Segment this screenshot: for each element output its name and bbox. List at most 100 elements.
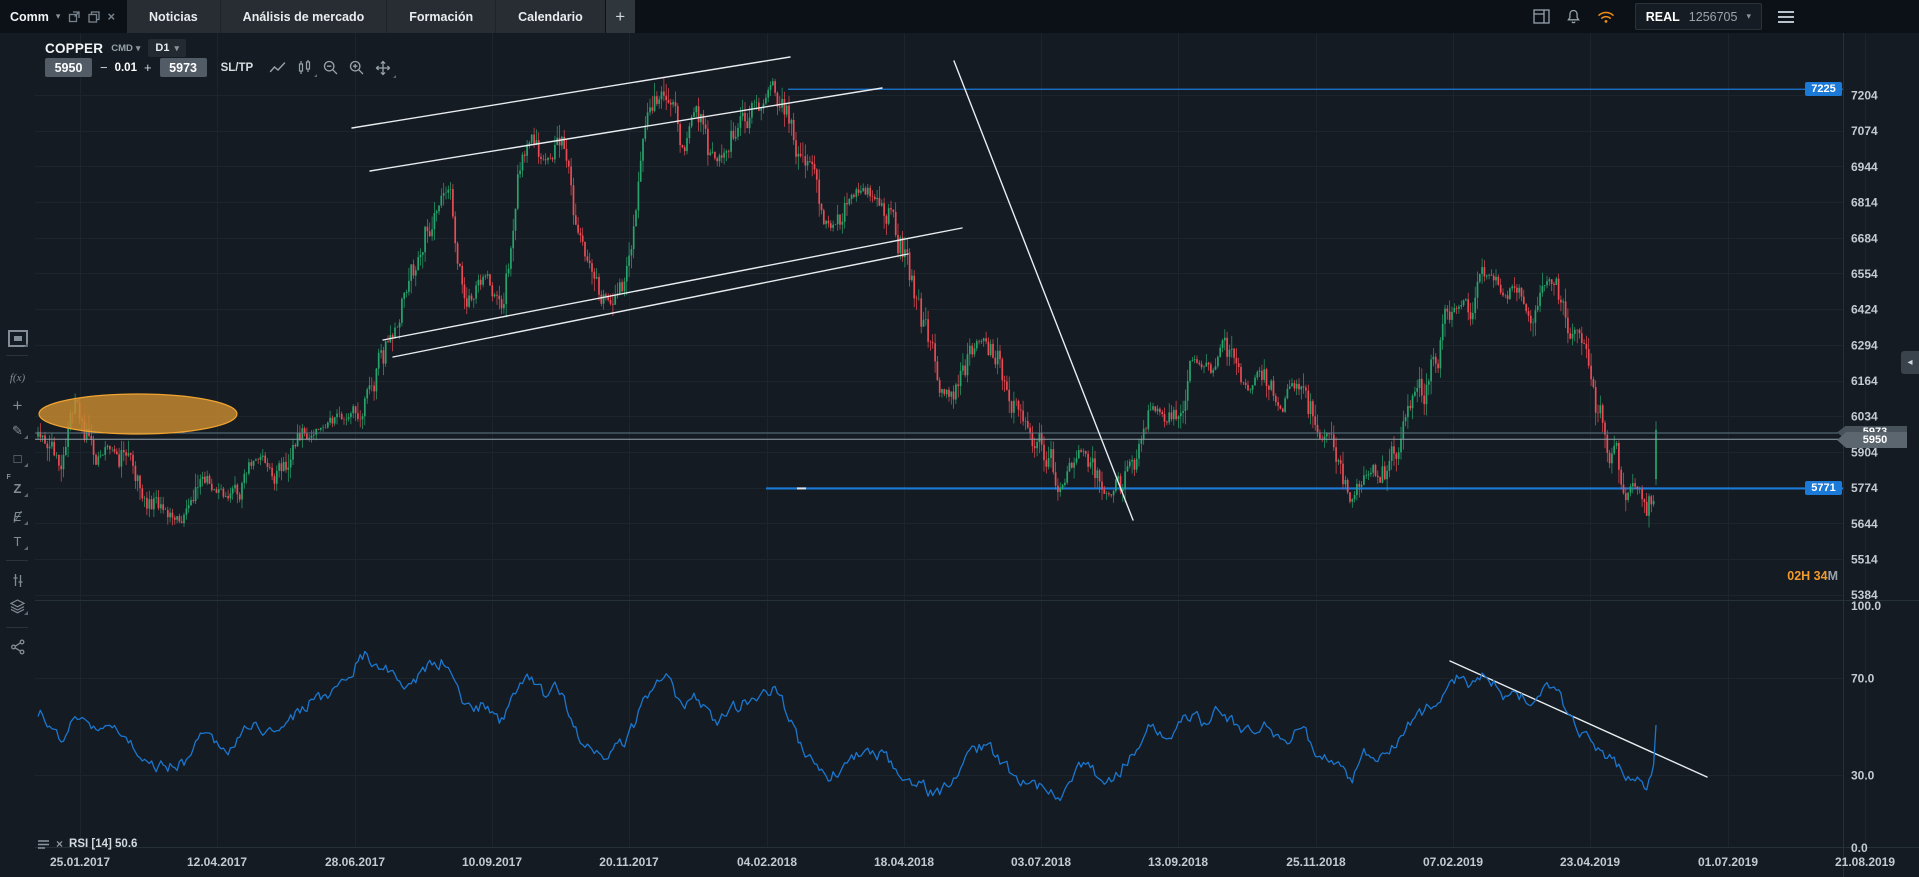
fibonacci-icon: FZ bbox=[14, 481, 22, 496]
line-chart-icon[interactable] bbox=[269, 61, 286, 75]
layers-button[interactable] bbox=[0, 593, 35, 619]
share-button[interactable] bbox=[0, 634, 35, 660]
topbar-spacer bbox=[635, 0, 1533, 33]
decrease-volume-button[interactable]: − bbox=[100, 61, 108, 74]
date-tick-label: 18.04.2018 bbox=[874, 855, 934, 869]
text-tool-button[interactable]: T bbox=[0, 528, 35, 554]
toolbar-divider bbox=[6, 355, 28, 356]
date-tick-label: 21.08.2019 bbox=[1835, 855, 1895, 869]
ray-drag-handle[interactable] bbox=[797, 487, 806, 489]
market-selector[interactable]: CMD ▾ bbox=[111, 43, 140, 54]
elliott-wave-icon: Ɇ bbox=[13, 510, 22, 523]
rsi-tick-label: 100.0 bbox=[1851, 599, 1881, 613]
resistance-level-tag[interactable]: 7225 bbox=[1805, 82, 1842, 96]
topbar-right-controls: REAL 1256705 ▾ bbox=[1533, 0, 1919, 33]
candles-down-bodies bbox=[40, 81, 1651, 523]
price-tick-label: 6034 bbox=[1851, 410, 1878, 424]
close-tab-icon[interactable]: × bbox=[107, 10, 115, 23]
date-tick-label: 01.07.2019 bbox=[1698, 855, 1758, 869]
price-tick-label: 6554 bbox=[1851, 267, 1878, 281]
chart-type-button[interactable] bbox=[0, 567, 35, 593]
indicators-fx-button[interactable]: f(x) bbox=[0, 365, 35, 391]
trendline-tool-button[interactable]: ✎ bbox=[0, 417, 35, 443]
pan-move-icon[interactable] bbox=[375, 60, 391, 76]
main-menu-hamburger-icon[interactable] bbox=[1778, 11, 1794, 23]
indicator-settings-icon[interactable] bbox=[37, 839, 50, 850]
axis-labels: 7204707469446814668465546424629461646034… bbox=[50, 89, 1895, 870]
upper-channel-top[interactable] bbox=[352, 57, 790, 128]
rsi-indicator-legend: × RSI [14] 50.6 bbox=[37, 838, 137, 850]
rsi-tick-label: 0.0 bbox=[1851, 841, 1868, 855]
symbol-name: COPPER bbox=[45, 41, 103, 56]
tab-calendario[interactable]: Calendario bbox=[495, 0, 605, 33]
text-tool-icon: T bbox=[14, 535, 22, 548]
notifications-bell-icon[interactable] bbox=[1566, 9, 1581, 25]
add-tab-button[interactable]: + bbox=[606, 0, 635, 33]
rsi-line bbox=[38, 651, 1656, 800]
candles-up-bodies bbox=[38, 81, 1656, 523]
mid-channel-bottom[interactable] bbox=[393, 254, 908, 357]
tab-analisis-de-mercado[interactable]: Análisis de mercado bbox=[220, 0, 387, 33]
trade-widget: 5950 − 0.01 + 5973 SL/TP bbox=[45, 58, 391, 77]
volume-stepper: − 0.01 + bbox=[100, 61, 152, 74]
drawing-toolbar: f(x) + ✎ □ FZ Ɇ T bbox=[0, 33, 35, 877]
price-tick-label: 6424 bbox=[1851, 303, 1878, 317]
toolbar-divider bbox=[6, 560, 28, 561]
crosshair-add-button[interactable]: + bbox=[0, 392, 35, 418]
zoom-out-icon[interactable] bbox=[323, 60, 338, 75]
account-switcher[interactable]: REAL 1256705 ▾ bbox=[1635, 3, 1762, 30]
increase-volume-button[interactable]: + bbox=[144, 61, 152, 74]
date-tick-label: 04.02.2018 bbox=[737, 855, 797, 869]
price-tick-label: 7074 bbox=[1851, 124, 1878, 138]
xstation-trading-app: { "topbar": { "active_tab": {"label": "C… bbox=[0, 0, 1919, 877]
sidebar-collapse-tab[interactable]: ◂ bbox=[1901, 351, 1919, 374]
top-navigation-bar: Comm ▾ × Noticias Análisis de mercado Fo… bbox=[0, 0, 1919, 33]
timeframe-selector[interactable]: D1 ▾ bbox=[148, 39, 186, 57]
price-tick-label: 5644 bbox=[1851, 517, 1878, 531]
rectangle-tool-button[interactable]: □ bbox=[0, 445, 35, 471]
mid-channel-top[interactable] bbox=[383, 228, 962, 340]
chevron-down-icon: ▾ bbox=[136, 44, 141, 53]
sltp-button[interactable]: SL/TP bbox=[221, 62, 254, 74]
price-tick-label: 6684 bbox=[1851, 231, 1878, 245]
candles-down-wicks bbox=[40, 78, 1651, 525]
date-tick-label: 12.04.2017 bbox=[187, 855, 247, 869]
tab-workspace-comm[interactable]: Comm ▾ × bbox=[0, 0, 127, 33]
account-number: 1256705 bbox=[1689, 10, 1738, 24]
chevron-down-icon: ▾ bbox=[1746, 12, 1751, 21]
candle-sliders-icon bbox=[10, 572, 26, 588]
chart-canvas[interactable]: 7204707469446814668465546424629461646034… bbox=[0, 0, 1919, 877]
support-level-tag[interactable]: 5771 bbox=[1805, 481, 1842, 495]
price-tick-label: 6814 bbox=[1851, 196, 1878, 210]
zoom-in-icon[interactable] bbox=[349, 60, 364, 75]
plus-icon: + bbox=[13, 397, 23, 414]
bid-price-tag: 5950 bbox=[1837, 432, 1907, 448]
date-tick-label: 23.04.2019 bbox=[1560, 855, 1620, 869]
tab-noticias[interactable]: Noticias bbox=[127, 0, 220, 33]
toolbar-divider bbox=[6, 627, 28, 628]
layout-panels-icon[interactable] bbox=[1533, 9, 1550, 24]
fibonacci-tool-button[interactable]: FZ bbox=[0, 475, 35, 501]
volume-value[interactable]: 0.01 bbox=[115, 62, 137, 74]
buy-price-button[interactable]: 5973 bbox=[160, 58, 207, 77]
remove-indicator-icon[interactable]: × bbox=[56, 838, 63, 850]
tab-formacion[interactable]: Formación bbox=[386, 0, 495, 33]
tab-workspace-label: Comm bbox=[10, 10, 49, 24]
duplicate-window-icon[interactable] bbox=[87, 10, 100, 23]
rsi-tick-label: 70.0 bbox=[1851, 671, 1875, 685]
popout-window-icon[interactable] bbox=[67, 10, 80, 23]
price-tick-label: 6294 bbox=[1851, 338, 1878, 352]
elliott-wave-tool-button[interactable]: Ɇ bbox=[0, 503, 35, 529]
sell-price-button[interactable]: 5950 bbox=[45, 58, 92, 77]
symbol-header: COPPER CMD ▾ D1 ▾ bbox=[45, 39, 186, 57]
pencil-icon: ✎ bbox=[12, 424, 23, 437]
chevron-down-icon: ▾ bbox=[56, 12, 61, 21]
candles-up-wicks bbox=[38, 78, 1656, 528]
share-icon bbox=[10, 639, 26, 655]
highlight-ellipse-annotation[interactable] bbox=[39, 394, 237, 434]
date-tick-label: 25.11.2018 bbox=[1286, 855, 1346, 869]
candlestick-chart-icon[interactable] bbox=[297, 60, 312, 75]
date-tick-label: 03.07.2018 bbox=[1011, 855, 1071, 869]
snapshot-tool-button[interactable] bbox=[0, 325, 35, 351]
wifi-connection-icon bbox=[1597, 10, 1615, 24]
